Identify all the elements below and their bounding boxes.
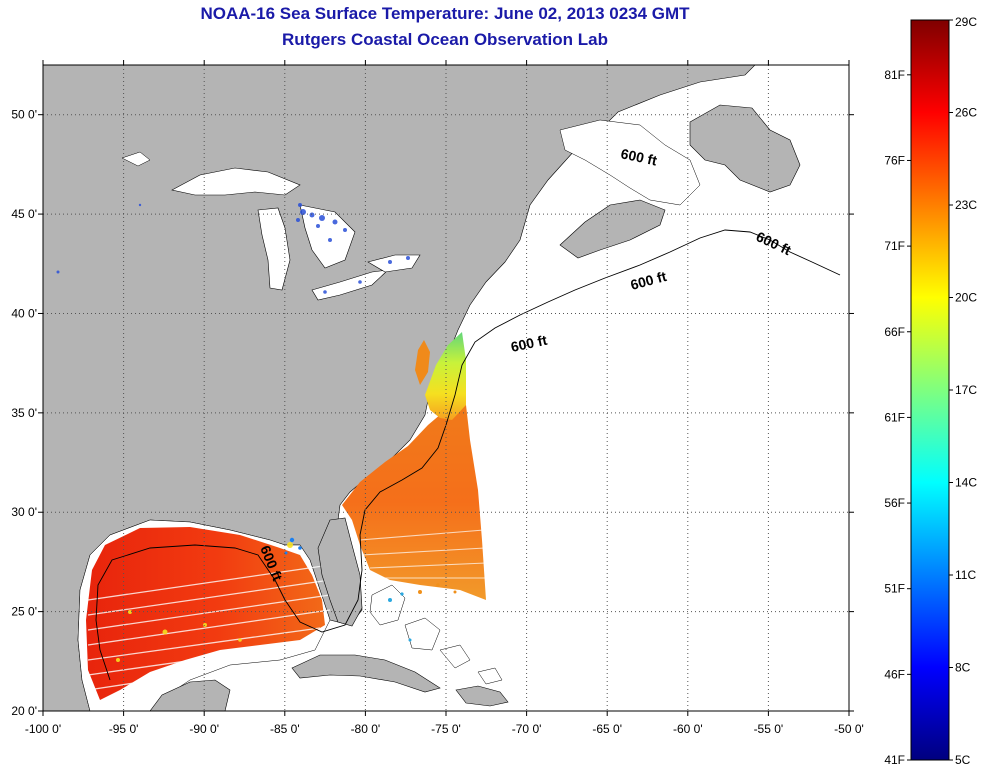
x-tick-label: -100 0' <box>25 722 61 736</box>
map-frame <box>42 64 850 712</box>
y-tick-label: 50 0' <box>11 108 37 122</box>
colorbar-celsius-label: 23C <box>955 198 977 212</box>
lake-nipigon-region <box>121 151 151 167</box>
chart-title: NOAA-16 Sea Surface Temperature: June 02… <box>200 4 690 23</box>
colorbar-fahrenheit-label: 66F <box>884 325 905 339</box>
land-newfoundland <box>689 104 801 193</box>
lake-superior <box>171 167 301 196</box>
colorbar-fahrenheit-label: 46F <box>884 667 905 681</box>
lake-erie <box>311 269 389 301</box>
colorbar-fahrenheit-label: 81F <box>884 68 905 82</box>
land-maritimes <box>559 199 666 259</box>
colorbar-celsius-label: 8C <box>955 661 971 675</box>
lake-huron <box>299 204 356 269</box>
chesapeake-sst <box>415 340 430 385</box>
isobath-label: 600 ft <box>509 332 548 355</box>
atlantic-sst <box>342 405 486 600</box>
bahamas-banks <box>369 584 503 685</box>
land-florida <box>317 517 363 627</box>
x-tick-label: -60 0' <box>673 722 703 736</box>
mid-atlantic-sst <box>425 332 466 420</box>
colorbar-celsius-label: 29C <box>955 15 977 29</box>
y-tick-label: 45 0' <box>11 207 37 221</box>
x-tick-label: -95 0' <box>109 722 139 736</box>
land-cuba <box>291 654 441 693</box>
x-tick-label: -90 0' <box>189 722 219 736</box>
colorbar-celsius-label: 14C <box>955 476 977 490</box>
colorbar-fahrenheit-label: 76F <box>884 153 905 167</box>
gulf-of-st-lawrence <box>559 119 701 206</box>
colorbar-fahrenheit-label: 51F <box>884 582 905 596</box>
colorbar-celsius-label: 17C <box>955 383 977 397</box>
isobath-600ft <box>95 229 841 681</box>
colorbar-fahrenheit-label: 41F <box>884 753 905 767</box>
gulf-sst-cool-specks <box>116 542 293 662</box>
lake-michigan <box>257 207 291 291</box>
y-tick-label: 30 0' <box>11 505 37 519</box>
colorbar-fahrenheit-label: 56F <box>884 496 905 510</box>
colorbar-fahrenheit-label: 61F <box>884 410 905 424</box>
colorbar-celsius-label: 11C <box>955 568 976 582</box>
land-hispaniola <box>455 685 509 707</box>
x-tick-label: -50 0' <box>834 722 864 736</box>
atlantic-sst-swath-lines <box>359 529 487 579</box>
colorbar-celsius-label: 5C <box>955 753 971 767</box>
great-lakes-sst <box>56 203 410 294</box>
colorbar-celsius-label: 20C <box>955 291 977 305</box>
colorbar-scale <box>910 19 950 761</box>
bahamas-sst <box>388 592 412 642</box>
colorbar-celsius-labels: 29C 26C 23C 20C 17C 14C 11C 8C 5C <box>949 15 977 767</box>
isobath-label: 600 ft <box>619 145 658 168</box>
y-tick-label: 35 0' <box>11 406 37 420</box>
x-tick-label: -65 0' <box>592 722 622 736</box>
longitude-axis: -100 0' -95 0' -90 0' -85 0' -80 0' -75 0' -70… <box>25 60 864 736</box>
x-tick-label: -55 0' <box>754 722 784 736</box>
x-tick-label: -85 0' <box>270 722 300 736</box>
colorbar-fahrenheit-labels: 81F 76F 71F 66F 61F 56F 51F 46F 41F <box>884 68 911 767</box>
x-tick-label: -70 0' <box>512 722 542 736</box>
x-tick-label: -80 0' <box>351 722 381 736</box>
gulf-sst-swath-lines <box>87 564 331 691</box>
y-tick-label: 20 0' <box>11 704 37 718</box>
y-tick-label: 25 0' <box>11 605 37 619</box>
colorbar-celsius-label: 26C <box>955 106 977 120</box>
chart-subtitle: Rutgers Coastal Ocean Observation Lab <box>282 30 608 49</box>
colorbar-fahrenheit-label: 71F <box>884 239 905 253</box>
latitude-axis: 50 0' 45 0' 40 0' 35 0' 30 0' 25 0' 20 0' <box>11 108 854 718</box>
x-tick-label: -75 0' <box>431 722 461 736</box>
land-yucatan <box>149 679 231 711</box>
bahamas-sst-warm <box>418 583 457 594</box>
y-tick-label: 40 0' <box>11 306 37 320</box>
